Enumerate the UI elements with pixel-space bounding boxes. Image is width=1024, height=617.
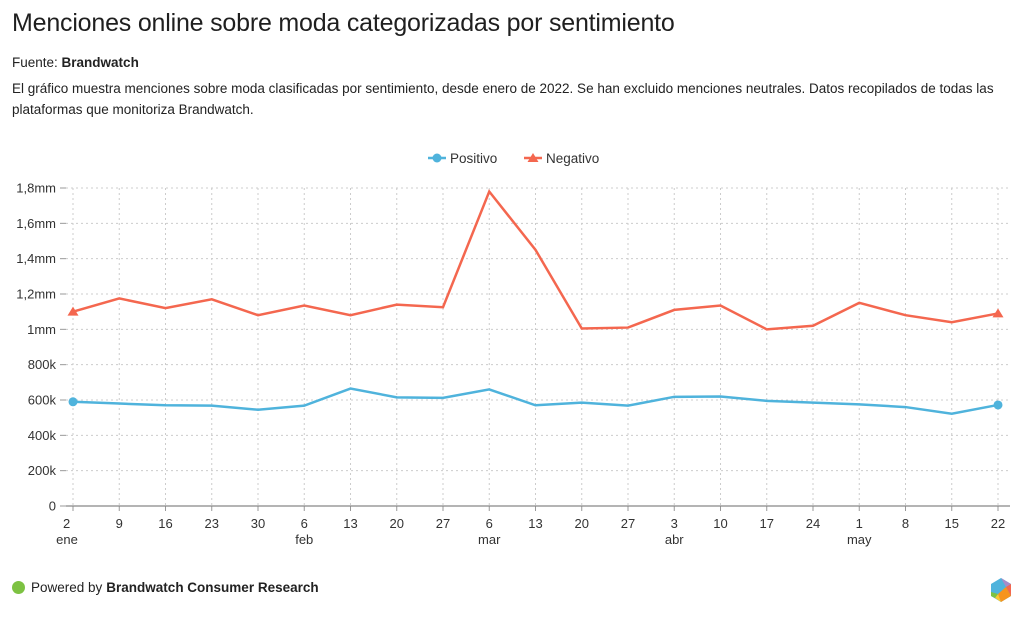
y-tick-label: 1,8mm xyxy=(16,181,56,196)
x-tick-label: 2 xyxy=(63,516,70,531)
y-tick-label: 400k xyxy=(28,428,57,443)
brand-dot-icon xyxy=(12,581,25,594)
brandwatch-logo-icon xyxy=(991,578,1011,602)
y-tick-label: 200k xyxy=(28,463,57,478)
chart-description: El gráfico muestra menciones sobre moda … xyxy=(12,81,994,117)
x-tick-label: 27 xyxy=(621,516,635,531)
legend-triangle-icon xyxy=(527,153,539,162)
grid xyxy=(66,187,1010,506)
series-line-negativo xyxy=(72,189,999,331)
source-label: Fuente: xyxy=(12,55,58,70)
x-tick-label: 22 xyxy=(991,516,1005,531)
x-tick-label: 30 xyxy=(251,516,265,531)
legend-item-positivo: Positivo xyxy=(428,151,497,166)
x-tick-label: 6 xyxy=(301,516,308,531)
y-tick-label: 0 xyxy=(49,499,56,514)
data-point-negativo xyxy=(67,306,79,316)
data-point-positivo xyxy=(993,400,1003,410)
series-line-positivo xyxy=(72,387,999,416)
source-line: Fuente: Brandwatch xyxy=(12,55,139,70)
series-layer xyxy=(67,189,1004,416)
footer: Powered by Brandwatch Consumer Research xyxy=(12,580,319,595)
x-tick-label: 15 xyxy=(945,516,959,531)
x-tick-label: 10 xyxy=(713,516,727,531)
x-tick-label: 13 xyxy=(528,516,542,531)
x-tick-label: 17 xyxy=(760,516,774,531)
y-tick-label: 1,2mm xyxy=(16,287,56,302)
x-tick-label: 3 xyxy=(671,516,678,531)
x-tick-label: 23 xyxy=(205,516,219,531)
x-month-label: may xyxy=(847,532,872,547)
legend-label: Positivo xyxy=(450,151,497,166)
x-axis: 2 9 16 23 30 6 13 20 27 6 13 20 27 3 10 17 24 1 8 15 22 ene fe… xyxy=(56,505,1010,547)
x-tick-label: 24 xyxy=(806,516,820,531)
data-point-positivo xyxy=(68,397,78,407)
y-tick-label: 1,4mm xyxy=(16,251,56,266)
x-tick-label: 9 xyxy=(116,516,123,531)
x-month-label: abr xyxy=(665,532,684,547)
x-tick-label: 13 xyxy=(343,516,357,531)
x-tick-label: 6 xyxy=(486,516,493,531)
line-chart: Positivo Negativo 0 200k 400k 600k 800k 1mm 1,2… xyxy=(16,151,1010,547)
x-tick-label: 8 xyxy=(902,516,909,531)
x-tick-label: 1 xyxy=(856,516,863,531)
y-axis: 0 200k 400k 600k 800k 1mm 1,2mm 1,4mm 1,6mm 1,8mm xyxy=(16,181,66,514)
x-month-label: ene xyxy=(56,532,78,547)
x-month-label: mar xyxy=(478,532,501,547)
y-tick-label: 1,6mm xyxy=(16,216,56,231)
x-tick-label: 20 xyxy=(390,516,404,531)
legend-label: Negativo xyxy=(546,151,599,166)
source-name: Brandwatch xyxy=(61,55,139,70)
legend-item-negativo: Negativo xyxy=(524,151,599,166)
data-point-negativo xyxy=(992,308,1004,318)
chart-title: Menciones online sobre moda categorizada… xyxy=(12,9,675,37)
x-tick-label: 20 xyxy=(575,516,589,531)
powered-by-name: Brandwatch Consumer Research xyxy=(106,580,319,595)
y-tick-label: 1mm xyxy=(27,322,56,337)
legend-circle-icon xyxy=(432,153,442,163)
x-month-label: feb xyxy=(295,532,313,547)
x-tick-label: 27 xyxy=(436,516,450,531)
y-tick-label: 600k xyxy=(28,393,57,408)
x-tick-label: 16 xyxy=(158,516,172,531)
powered-by-label: Powered by xyxy=(31,580,103,595)
y-tick-label: 800k xyxy=(28,357,57,372)
legend: Positivo Negativo xyxy=(428,151,599,166)
